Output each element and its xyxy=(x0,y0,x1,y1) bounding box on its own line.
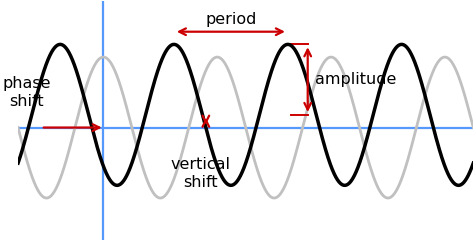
Text: amplitude: amplitude xyxy=(315,72,396,87)
Text: phase
shift: phase shift xyxy=(2,76,51,108)
Text: vertical
shift: vertical shift xyxy=(170,157,230,189)
Text: period: period xyxy=(205,13,256,27)
